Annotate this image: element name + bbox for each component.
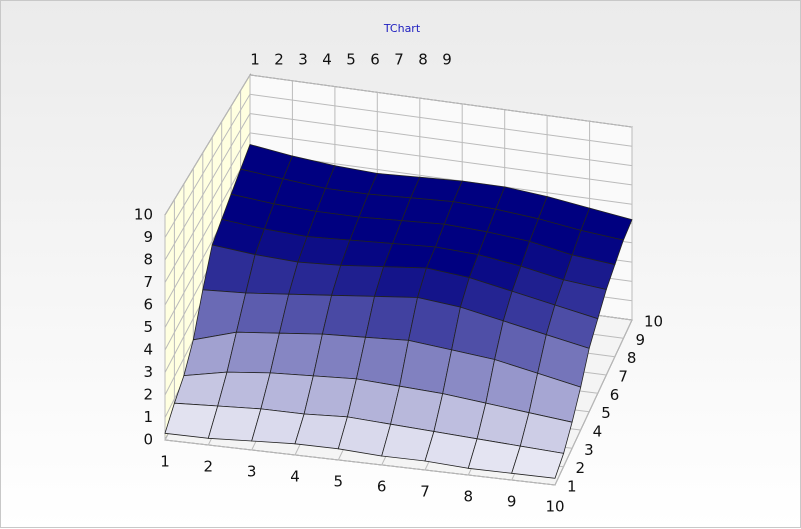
x-tick-label: 9 [507, 493, 517, 511]
top-axis-label: 3 [298, 51, 308, 69]
labels: 0123456789101122334455667788991012345678… [134, 51, 663, 516]
z-tick-label: 6 [610, 386, 620, 404]
y-tick-label: 9 [143, 228, 153, 246]
x-tick-label: 6 [377, 478, 387, 496]
surface-cell [346, 378, 401, 425]
top-axis-label: 8 [418, 51, 428, 69]
x-tick-label: 4 [290, 468, 300, 486]
top-axis-label: 5 [346, 51, 356, 69]
z-tick-label: 10 [644, 313, 663, 331]
y-tick-label: 2 [143, 386, 153, 404]
top-axis-label: 7 [394, 51, 404, 69]
top-axis-label: 6 [370, 51, 380, 69]
surface-cell [337, 416, 392, 457]
x-tick-label: 7 [420, 483, 430, 501]
surface-cell [399, 339, 453, 395]
top-axis-label: 4 [322, 51, 332, 69]
x-tick-label: 5 [334, 473, 344, 491]
z-tick-label: 7 [618, 368, 628, 386]
top-axis-label: 1 [250, 51, 260, 69]
surface-cell [390, 385, 444, 432]
y-tick-label: 10 [134, 206, 153, 224]
surface [164, 144, 633, 479]
x-tick-label: 2 [204, 458, 214, 476]
z-tick-label: 3 [584, 441, 594, 459]
y-tick-label: 0 [143, 431, 153, 449]
y-tick-label: 5 [143, 318, 153, 336]
z-tick-label: 4 [593, 423, 603, 441]
y-tick-label: 8 [143, 251, 153, 269]
x-tick-label: 3 [247, 463, 257, 481]
grid-line [164, 215, 556, 486]
x-tick-label: 8 [464, 488, 474, 506]
z-tick-label: 1 [567, 478, 577, 496]
x-tick-label: 1 [160, 453, 170, 471]
z-tick-label: 8 [627, 349, 637, 367]
z-tick-label: 9 [635, 331, 645, 349]
z-tick-label: 2 [576, 459, 586, 477]
surface-cell [511, 445, 565, 479]
y-tick-label: 1 [143, 408, 153, 426]
x-tick-label: 10 [545, 498, 564, 516]
chart-title: TChart [383, 22, 421, 35]
z-tick-label: 5 [601, 404, 611, 422]
y-tick-label: 3 [143, 363, 153, 381]
top-axis-label: 9 [442, 51, 452, 69]
y-tick-label: 4 [143, 341, 153, 359]
y-tick-label: 6 [143, 296, 153, 314]
y-tick-label: 7 [143, 273, 153, 291]
top-axis-label: 2 [274, 51, 284, 69]
